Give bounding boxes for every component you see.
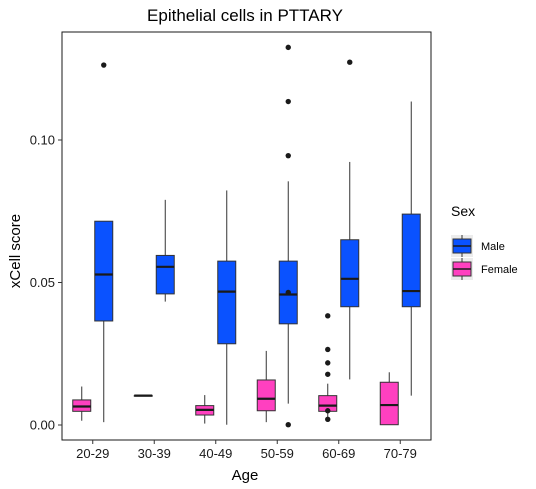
male-box-20-29 bbox=[94, 62, 114, 423]
box-body bbox=[217, 260, 237, 345]
male-box-40-49 bbox=[217, 190, 237, 425]
outlier-point bbox=[285, 289, 291, 296]
y-tick-label: 0.00 bbox=[30, 418, 55, 433]
outlier-point bbox=[325, 313, 331, 319]
outlier-point bbox=[285, 422, 291, 428]
legend-item-male: Male bbox=[451, 235, 505, 257]
box-body bbox=[379, 381, 399, 426]
legend-items: Male Female bbox=[451, 235, 518, 280]
outlier-point bbox=[285, 98, 291, 105]
outlier-point bbox=[325, 346, 331, 353]
outlier-point bbox=[347, 59, 353, 65]
y-axis-title: xCell score bbox=[7, 214, 24, 288]
legend: Sex Male Female bbox=[451, 203, 518, 280]
female-box-30-39 bbox=[133, 394, 153, 397]
y-tick-label: 0.05 bbox=[30, 275, 55, 290]
box-body bbox=[155, 254, 175, 295]
x-tick-label: 50-59 bbox=[261, 446, 294, 461]
plot-panel bbox=[61, 31, 432, 441]
outlier-point bbox=[101, 62, 107, 68]
box-body bbox=[94, 220, 114, 322]
outlier-point bbox=[325, 416, 331, 422]
outlier-point bbox=[325, 371, 331, 377]
female-box-20-29 bbox=[72, 386, 92, 421]
male-box-60-69 bbox=[340, 59, 360, 380]
legend-item-female: Female bbox=[451, 258, 518, 280]
box-body bbox=[256, 379, 276, 412]
female-box-40-49 bbox=[195, 395, 215, 424]
x-tick-label: 20-29 bbox=[76, 446, 109, 461]
outlier-point bbox=[285, 44, 291, 51]
outlier-point bbox=[325, 408, 331, 414]
male-box-70-79 bbox=[401, 101, 421, 396]
x-axis: 20-29 30-39 40-49 50-59 60-69 70-79 bbox=[76, 440, 417, 461]
plot-layer bbox=[72, 44, 421, 428]
outlier-point bbox=[285, 152, 291, 159]
male-box-50-59 bbox=[278, 44, 298, 428]
legend-label: Female bbox=[481, 264, 518, 276]
female-box-50-59 bbox=[256, 350, 276, 423]
chart-title: Epithelial cells in PTTARY bbox=[147, 6, 343, 25]
x-tick-label: 30-39 bbox=[138, 446, 171, 461]
outlier-point bbox=[325, 360, 331, 366]
x-tick-label: 60-69 bbox=[322, 446, 355, 461]
x-tick-label: 70-79 bbox=[384, 446, 417, 461]
female-box-60-69 bbox=[318, 313, 338, 422]
legend-label: Male bbox=[481, 241, 505, 253]
box-body bbox=[340, 239, 360, 308]
x-axis-title: Age bbox=[232, 467, 259, 484]
x-tick-label: 40-49 bbox=[199, 446, 232, 461]
male-box-30-39 bbox=[155, 199, 175, 302]
female-box-70-79 bbox=[379, 372, 399, 426]
y-tick-label: 0.10 bbox=[30, 133, 55, 148]
box-body bbox=[401, 213, 421, 308]
legend-title: Sex bbox=[451, 203, 475, 219]
y-axis: 0.00 0.05 0.10 bbox=[30, 133, 62, 433]
